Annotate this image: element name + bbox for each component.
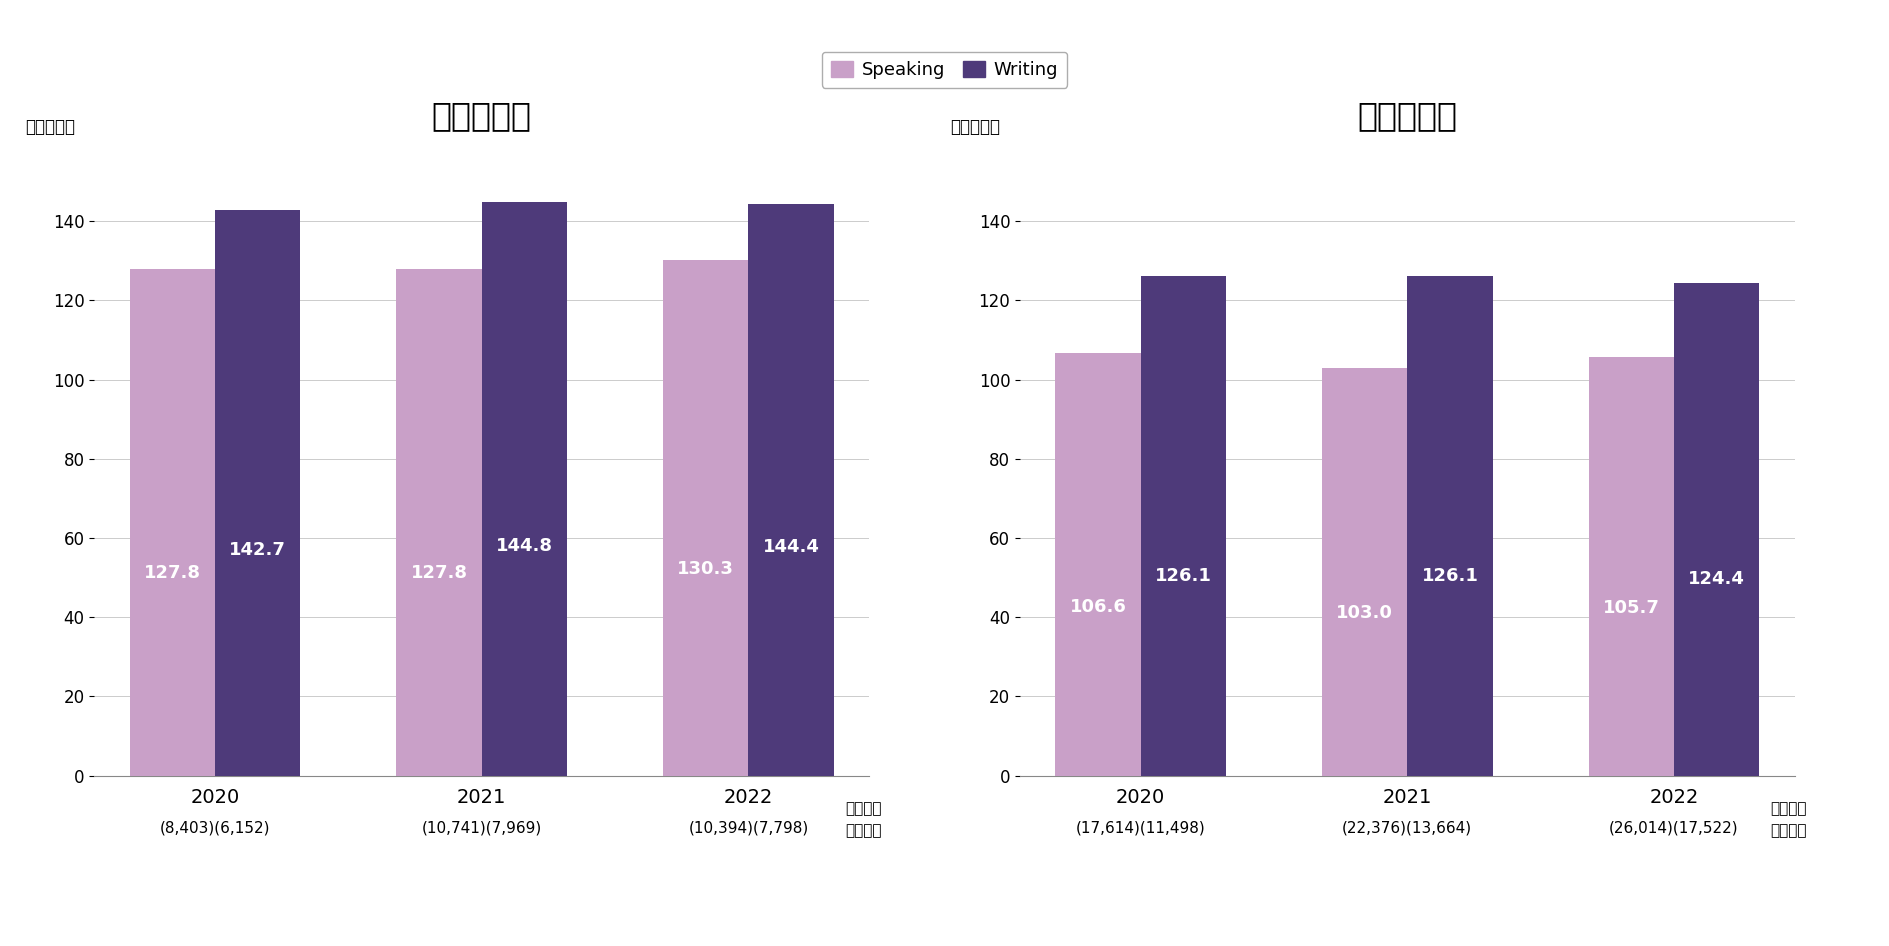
Text: （人数）: （人数） — [1770, 823, 1808, 838]
Text: （スコア）: （スコア） — [950, 117, 1001, 135]
Bar — [1589, 357, 1674, 776]
Text: 105.7: 105.7 — [1604, 599, 1660, 617]
Bar — [663, 259, 748, 776]
Bar — [215, 210, 300, 776]
Text: 130.3: 130.3 — [678, 560, 735, 578]
Text: 144.8: 144.8 — [497, 537, 553, 555]
Bar — [130, 270, 215, 776]
Title: ＩＰテスト: ＩＰテスト — [1358, 99, 1456, 132]
Text: （スコア）: （スコア） — [25, 117, 76, 135]
Text: 144.4: 144.4 — [763, 538, 820, 556]
Text: 124.4: 124.4 — [1689, 569, 1745, 587]
Title: 公開テスト: 公開テスト — [433, 99, 531, 132]
Text: (8,403)(6,152): (8,403)(6,152) — [161, 820, 270, 835]
Text: 103.0: 103.0 — [1336, 604, 1392, 622]
Text: (22,376)(13,664): (22,376)(13,664) — [1343, 820, 1472, 835]
Bar — [1322, 368, 1407, 776]
Text: (17,614)(11,498): (17,614)(11,498) — [1075, 820, 1205, 835]
Text: 126.1: 126.1 — [1422, 567, 1479, 585]
Legend: Speaking, Writing: Speaking, Writing — [822, 52, 1067, 88]
Text: （人数）: （人数） — [844, 823, 882, 838]
Bar — [1141, 276, 1226, 776]
Text: （年度）: （年度） — [844, 800, 882, 815]
Text: (10,394)(7,798): (10,394)(7,798) — [688, 820, 808, 835]
Bar — [1056, 354, 1141, 776]
Text: (26,014)(17,522): (26,014)(17,522) — [1609, 820, 1738, 835]
Bar — [397, 270, 482, 776]
Bar — [1407, 276, 1492, 776]
Bar — [482, 202, 567, 776]
Text: 127.8: 127.8 — [410, 564, 467, 582]
Text: (10,741)(7,969): (10,741)(7,969) — [421, 820, 542, 835]
Bar — [748, 203, 833, 776]
Text: 106.6: 106.6 — [1069, 598, 1126, 616]
Bar — [1674, 283, 1759, 776]
Text: 126.1: 126.1 — [1154, 567, 1211, 585]
Text: （年度）: （年度） — [1770, 800, 1808, 815]
Text: 142.7: 142.7 — [229, 540, 285, 558]
Text: 127.8: 127.8 — [144, 564, 200, 582]
